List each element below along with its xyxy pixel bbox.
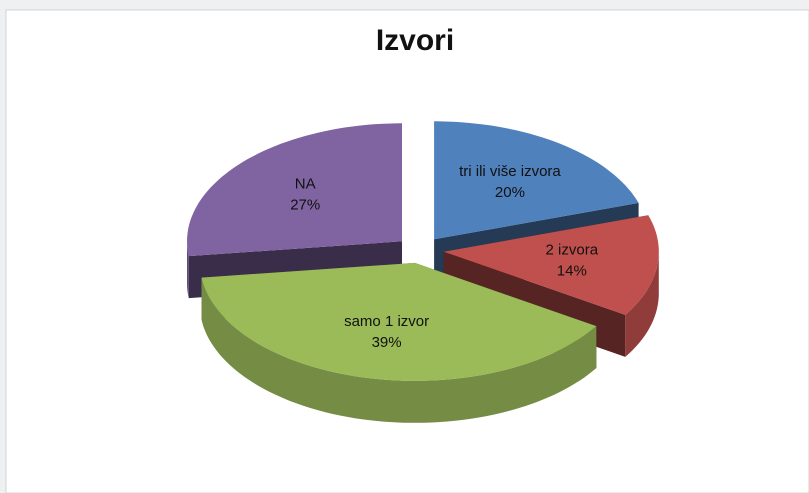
slice-value-label: 20% <box>495 184 525 201</box>
slice-label: NA <box>295 175 316 192</box>
slice-rim <box>187 241 189 299</box>
slice-rim <box>201 277 597 423</box>
chart-title: Izvori <box>376 24 454 57</box>
slice-label: tri ili više izvora <box>459 163 561 180</box>
slice: samo 1 izvor 39% <box>201 262 597 423</box>
slice-value-label: 14% <box>557 262 587 279</box>
slice-top <box>187 123 402 257</box>
slice-top <box>201 262 597 381</box>
slice: 2 izvora 14% <box>443 215 659 357</box>
slice-rim <box>625 251 659 357</box>
slice-label: 2 izvora <box>546 241 599 258</box>
slice-top <box>443 215 659 315</box>
slice-top <box>434 121 639 240</box>
slice-value-label: 39% <box>372 334 402 351</box>
slice-value-label: 27% <box>290 196 320 213</box>
slice-label: samo 1 izvor <box>344 313 429 330</box>
